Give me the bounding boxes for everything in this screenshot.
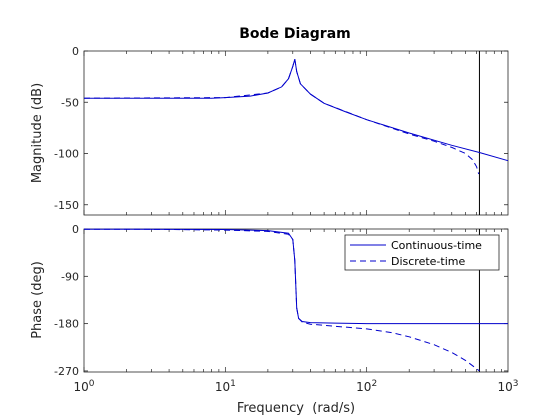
legend-discrete-label: Discrete-time — [391, 255, 465, 268]
magnitude-series-discrete-time — [83, 59, 480, 175]
x-tick-label: 101 — [215, 379, 236, 394]
magnitude-ytick-label: -50 — [61, 96, 79, 109]
magnitude-ytick-label: 0 — [72, 45, 79, 58]
legend-continuous-label: Continuous-time — [391, 239, 482, 252]
magnitude-ytick-label: -100 — [54, 148, 79, 161]
phase-ytick-label: -180 — [54, 318, 79, 331]
magnitude-ylabel: Magnitude (dB) — [30, 83, 45, 183]
phase-series-discrete-time — [83, 228, 480, 372]
phase-ytick-label: 0 — [72, 223, 79, 236]
x-tick-labels: 100 101 102 103 — [73, 379, 518, 394]
chart-title: Bode Diagram — [239, 26, 351, 42]
magnitude-panel: 0 -50 -100 -150 Magnitude (dB) — [30, 45, 509, 216]
phase-tick-group: 0 -90 -180 -270 — [54, 223, 508, 378]
magnitude-ytick-label: -150 — [54, 199, 79, 212]
x-tick-label: 102 — [356, 379, 377, 394]
magnitude-line-group — [83, 51, 509, 215]
x-tick-label: 103 — [497, 379, 518, 394]
legend-box — [344, 234, 500, 271]
phase-ytick-label: -90 — [61, 270, 79, 283]
x-tick-label: 100 — [73, 379, 94, 394]
x-axis-label: Frequency (rad/s) — [237, 401, 355, 416]
phase-ytick-label: -270 — [54, 365, 79, 378]
legend: Continuous-time Discrete-time — [344, 234, 500, 271]
magnitude-tick-group: 0 -50 -100 -150 — [54, 45, 508, 215]
phase-ylabel: Phase (deg) — [30, 261, 45, 339]
magnitude-axes-frame — [83, 50, 509, 216]
